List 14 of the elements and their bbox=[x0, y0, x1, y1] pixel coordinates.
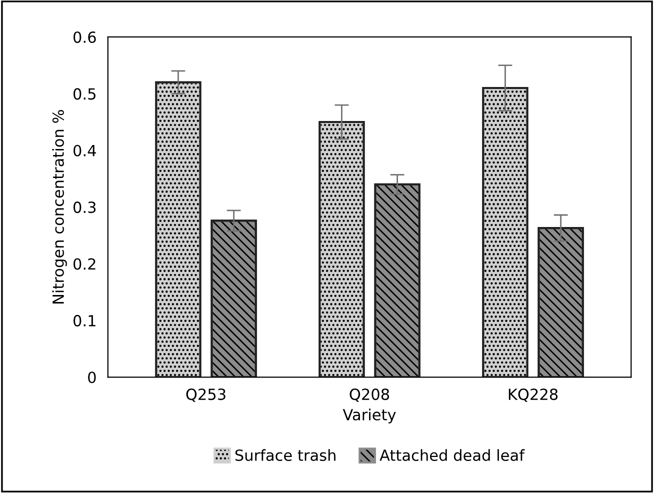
legend-label: Attached dead leaf bbox=[380, 449, 525, 462]
x-tick-label: KQ228 bbox=[508, 388, 558, 402]
x-tick-label: Q253 bbox=[186, 388, 226, 402]
y-tick-label: 0.6 bbox=[74, 31, 96, 43]
legend-label: Surface trash bbox=[235, 449, 336, 462]
x-axis-title: Variety bbox=[342, 408, 396, 424]
y-tick-label: 0.1 bbox=[74, 314, 96, 326]
y-tick-label: 0.4 bbox=[74, 144, 96, 156]
y-axis-title: Nitrogen concentration % bbox=[52, 110, 67, 304]
x-tick-label: Q208 bbox=[350, 388, 390, 402]
y-tick-label: 0 bbox=[88, 372, 96, 384]
y-tick-label: 0.5 bbox=[74, 88, 96, 100]
y-tick-label: 0.2 bbox=[74, 258, 96, 270]
y-tick-label: 0.3 bbox=[74, 202, 96, 214]
